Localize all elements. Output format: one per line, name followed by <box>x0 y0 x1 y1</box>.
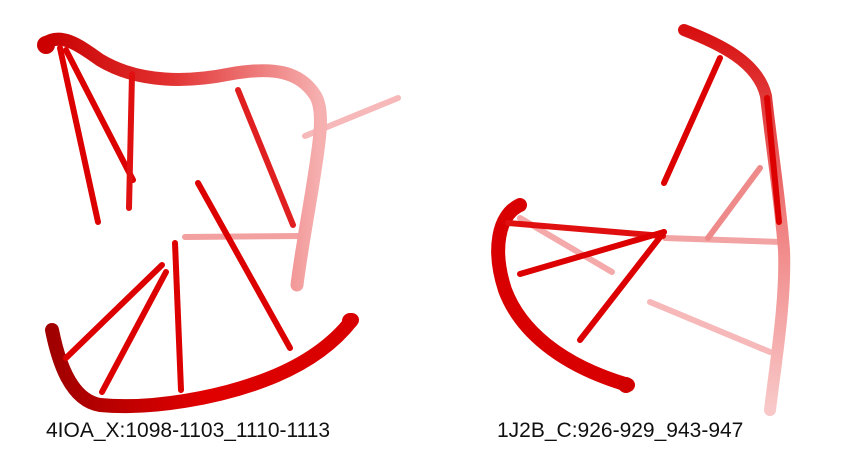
base-rung <box>661 55 723 186</box>
backbone-strand-left <box>491 198 635 392</box>
base-rung <box>126 71 135 211</box>
strand-end-cap <box>342 313 358 329</box>
base-rung <box>764 95 782 225</box>
structure-label-right: 1J2B_C:926-929_943-947 <box>497 419 744 442</box>
base-rung <box>505 220 666 239</box>
base-rung <box>57 45 101 225</box>
base-rung <box>99 269 169 395</box>
strand-end-cap <box>37 36 55 54</box>
base-rung <box>577 229 667 343</box>
base-rung <box>647 299 773 355</box>
base-rung <box>235 87 296 228</box>
base-rung <box>517 229 667 277</box>
base-rung <box>63 262 165 361</box>
base-rung <box>705 165 763 241</box>
backbone-strand-bottom <box>45 313 359 414</box>
backbone-strand-top <box>37 32 327 292</box>
base-rung <box>195 180 293 351</box>
base-rung <box>63 47 136 183</box>
base-rung <box>662 235 785 245</box>
structure-1j2b-c <box>491 24 791 416</box>
strand-end-cap <box>618 377 634 393</box>
base-rung <box>172 240 184 393</box>
structure-4ioa-x <box>37 32 401 414</box>
structure-label-left: 4IOA_X:1098-1103_1110-1113 <box>46 419 331 442</box>
base-rung <box>182 233 308 240</box>
